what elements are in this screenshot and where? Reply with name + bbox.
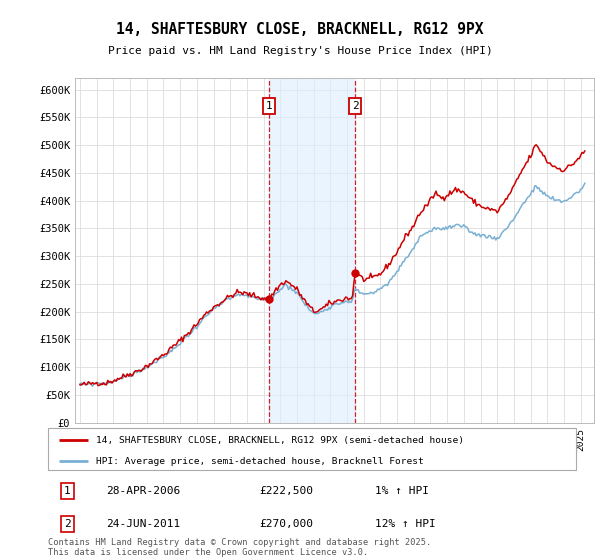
Text: HPI: Average price, semi-detached house, Bracknell Forest: HPI: Average price, semi-detached house,…: [95, 456, 423, 466]
Text: 1: 1: [266, 101, 272, 111]
Text: £270,000: £270,000: [259, 519, 313, 529]
Text: Contains HM Land Registry data © Crown copyright and database right 2025.
This d: Contains HM Land Registry data © Crown c…: [48, 538, 431, 557]
Text: 24-JUN-2011: 24-JUN-2011: [106, 519, 181, 529]
Text: 1% ↑ HPI: 1% ↑ HPI: [376, 486, 430, 496]
Text: 1: 1: [64, 486, 71, 496]
Text: £222,500: £222,500: [259, 486, 313, 496]
FancyBboxPatch shape: [48, 428, 576, 470]
Bar: [269, 78, 355, 423]
Text: 12% ↑ HPI: 12% ↑ HPI: [376, 519, 436, 529]
Text: 2: 2: [64, 519, 71, 529]
Text: 28-APR-2006: 28-APR-2006: [106, 486, 181, 496]
Text: 2: 2: [352, 101, 358, 111]
Text: Price paid vs. HM Land Registry's House Price Index (HPI): Price paid vs. HM Land Registry's House …: [107, 46, 493, 56]
Text: 14, SHAFTESBURY CLOSE, BRACKNELL, RG12 9PX (semi-detached house): 14, SHAFTESBURY CLOSE, BRACKNELL, RG12 9…: [95, 436, 464, 445]
Text: 14, SHAFTESBURY CLOSE, BRACKNELL, RG12 9PX: 14, SHAFTESBURY CLOSE, BRACKNELL, RG12 9…: [116, 22, 484, 37]
